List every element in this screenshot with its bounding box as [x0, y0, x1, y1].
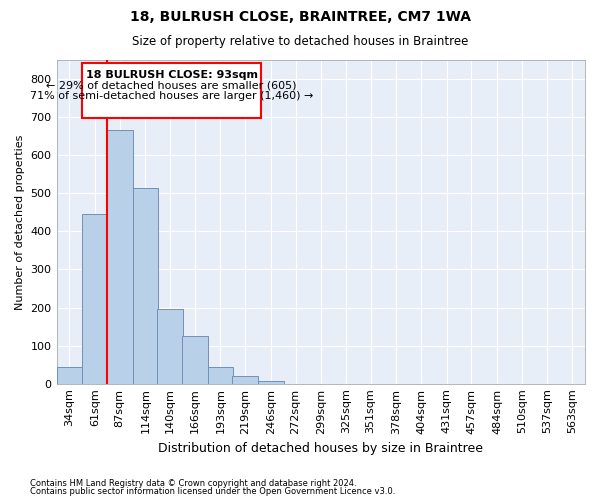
- Text: 71% of semi-detached houses are larger (1,460) →: 71% of semi-detached houses are larger (…: [30, 91, 313, 101]
- Y-axis label: Number of detached properties: Number of detached properties: [15, 134, 25, 310]
- Text: 18, BULRUSH CLOSE, BRAINTREE, CM7 1WA: 18, BULRUSH CLOSE, BRAINTREE, CM7 1WA: [130, 10, 470, 24]
- Bar: [232, 376, 258, 384]
- Bar: [258, 380, 284, 384]
- Text: Size of property relative to detached houses in Braintree: Size of property relative to detached ho…: [132, 35, 468, 48]
- Bar: [182, 336, 208, 384]
- Bar: [133, 188, 158, 384]
- Bar: [208, 366, 233, 384]
- Text: ← 29% of detached houses are smaller (605): ← 29% of detached houses are smaller (60…: [46, 80, 297, 90]
- Bar: [82, 214, 108, 384]
- Bar: [107, 130, 133, 384]
- Bar: [56, 366, 82, 384]
- FancyBboxPatch shape: [82, 62, 261, 118]
- Text: Contains HM Land Registry data © Crown copyright and database right 2024.: Contains HM Land Registry data © Crown c…: [30, 478, 356, 488]
- Bar: [157, 310, 183, 384]
- Text: 18 BULRUSH CLOSE: 93sqm: 18 BULRUSH CLOSE: 93sqm: [86, 70, 257, 80]
- X-axis label: Distribution of detached houses by size in Braintree: Distribution of detached houses by size …: [158, 442, 483, 455]
- Text: Contains public sector information licensed under the Open Government Licence v3: Contains public sector information licen…: [30, 488, 395, 496]
